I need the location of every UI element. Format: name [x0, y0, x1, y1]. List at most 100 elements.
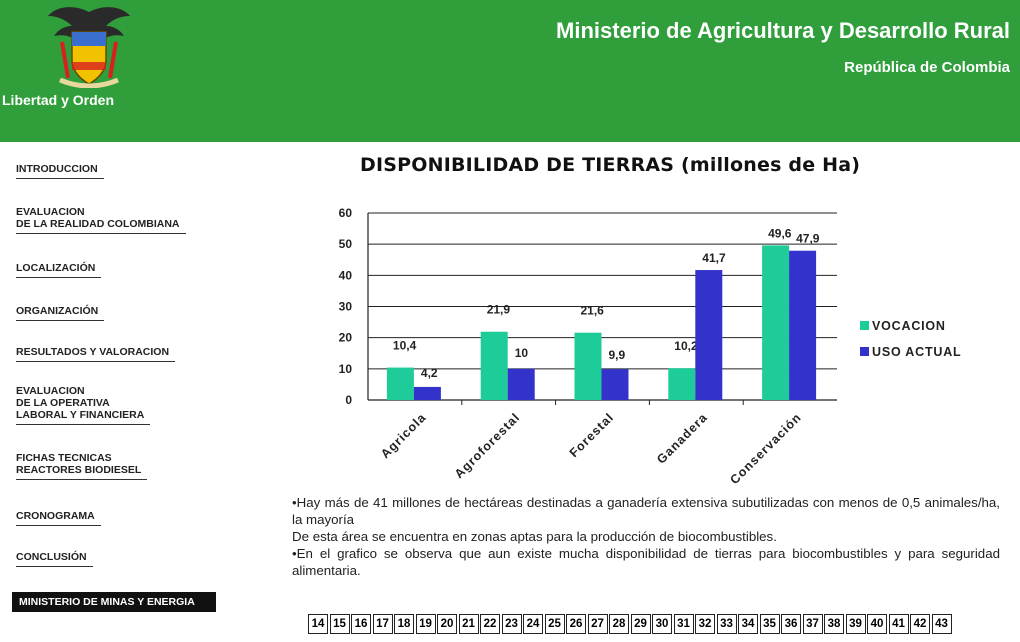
page-link[interactable]: 27	[587, 614, 608, 634]
data-label: 41,7	[702, 251, 726, 265]
nav-item-label: LOCALIZACIÓN	[16, 262, 96, 274]
page-link[interactable]: 21	[458, 614, 479, 634]
bullet-line: De esta área se encuentra en zonas aptas…	[292, 529, 777, 544]
page-link[interactable]: 26	[566, 614, 586, 634]
page-link[interactable]: 15	[329, 614, 350, 634]
page-link[interactable]: 29	[630, 614, 651, 634]
x-tick-label: Agroforestal	[452, 410, 523, 481]
page-link[interactable]: 17	[372, 614, 393, 634]
nav-item-label: EVALUACION	[16, 206, 85, 218]
motto-text: Libertad y Orden	[2, 92, 115, 108]
data-label: 10,2	[674, 339, 698, 353]
bullet-line: •En el grafico se observa que aun existe…	[292, 546, 1000, 578]
page-link[interactable]: 40	[867, 614, 887, 634]
nav-item-9[interactable]: CONCLUSIÓN	[16, 551, 93, 567]
page-link[interactable]: 37	[802, 614, 823, 634]
nav-item-label: CONCLUSIÓN	[16, 551, 87, 563]
header-banner: Libertad y Orden Ministerio de Agricultu…	[0, 0, 1020, 142]
nav-item-4[interactable]: ORGANIZACIÓN	[16, 305, 105, 321]
data-label: 47,9	[796, 232, 820, 246]
page-link[interactable]: 22	[480, 614, 500, 634]
y-tick-label: 0	[345, 393, 352, 407]
nav-item-2[interactable]: EVALUACION DE LA REALIDAD COLOMBIANA	[16, 206, 186, 234]
nav-item-5[interactable]: RESULTADOS Y VALORACION	[16, 346, 176, 362]
page-link[interactable]: 24	[523, 614, 543, 634]
nav-item-label: INTRODUCCION	[16, 163, 98, 175]
bullet-text-block: •Hay más de 41 millones de hectáreas des…	[292, 494, 1000, 579]
bar-vocacion	[762, 245, 790, 400]
legend-swatch	[860, 321, 869, 330]
nav-item-label: DE LA REALIDAD COLOMBIANA	[16, 218, 180, 230]
nav-item-label: EVALUACION	[16, 385, 85, 397]
page-link[interactable]: 31	[673, 614, 694, 634]
bar-uso-actual	[789, 250, 817, 400]
bar-vocacion	[574, 332, 602, 400]
page-link[interactable]: 20	[437, 614, 457, 634]
x-tick-label: Agricola	[378, 410, 429, 461]
nav-item-ministerio-minas[interactable]: MINISTERIO DE MINAS Y ENERGIA	[12, 592, 216, 612]
republic-subtitle: República de Colombia	[844, 59, 1010, 76]
nav-item-6[interactable]: EVALUACION DE LA OPERATIVA LABORAL Y FINAN…	[16, 385, 151, 425]
x-tick-label: Ganadera	[654, 410, 710, 466]
page-link[interactable]: 30	[652, 614, 672, 634]
nav-item-1[interactable]: INTRODUCCION	[16, 163, 104, 179]
data-label: 10	[515, 346, 529, 360]
x-tick-label: Conservación	[727, 410, 804, 487]
page-link[interactable]: 34	[738, 614, 758, 634]
data-label: 10,4	[393, 339, 417, 353]
nav-item-label: CRONOGRAMA	[16, 510, 95, 522]
chart-title: DISPONIBILIDAD DE TIERRAS (millones de H…	[360, 154, 861, 176]
bar-chart: 0 10 20 30 40 50 60 10,4 4,2 Agricola 21,9 10 Agrofo…	[339, 206, 961, 487]
nav-item-3[interactable]: LOCALIZACIÓN	[16, 262, 102, 278]
y-tick-label: 40	[339, 268, 353, 282]
page-link[interactable]: 39	[845, 614, 866, 634]
bar-uso-actual	[601, 369, 629, 400]
bar-uso-actual	[507, 368, 535, 400]
page-link[interactable]: 23	[501, 614, 522, 634]
page-link[interactable]: 25	[544, 614, 565, 634]
page-link[interactable]: 35	[759, 614, 780, 634]
y-tick-label: 30	[339, 300, 353, 314]
legend-label: VOCACION	[872, 319, 946, 333]
bar-vocacion	[386, 367, 414, 400]
bar-vocacion	[668, 368, 696, 400]
y-tick-label: 50	[339, 237, 353, 251]
page-link[interactable]: 33	[716, 614, 737, 634]
page-link[interactable]: 36	[781, 614, 801, 634]
data-label: 49,6	[768, 226, 792, 240]
data-label: 9,9	[609, 348, 626, 362]
page-link[interactable]: 18	[394, 614, 414, 634]
bar-uso-actual	[695, 270, 723, 400]
page-link[interactable]: 16	[351, 614, 371, 634]
page-link[interactable]: 14	[308, 614, 328, 634]
page-link[interactable]: 38	[824, 614, 844, 634]
page-link[interactable]: 28	[609, 614, 629, 634]
data-label: 21,6	[581, 304, 605, 318]
x-tick-label: Forestal	[567, 410, 617, 460]
page-link[interactable]: 19	[415, 614, 436, 634]
nav-item-label: RESULTADOS Y VALORACION	[16, 346, 170, 358]
nav-item-label: LABORAL Y FINANCIERA	[16, 409, 145, 421]
nav-item-label: FICHAS TECNICAS	[16, 452, 112, 464]
nav-item-label: DE LA OPERATIVA	[16, 397, 110, 409]
bar-uso-actual	[413, 386, 441, 400]
data-label: 21,9	[487, 303, 511, 317]
nav-item-label: REACTORES BIODIESEL	[16, 464, 142, 476]
legend-label: USO ACTUAL	[872, 345, 961, 359]
y-tick-label: 20	[339, 331, 353, 345]
bullet-line: •Hay más de 41 millones de hectáreas des…	[292, 495, 1000, 527]
nav-item-8[interactable]: CRONOGRAMA	[16, 510, 101, 526]
ministry-title: Ministerio de Agricultura y Desarrollo R…	[556, 18, 1010, 43]
nav-item-7[interactable]: FICHAS TECNICAS REACTORES BIODIESEL	[16, 452, 148, 480]
data-label: 4,2	[421, 366, 438, 380]
page-link[interactable]: 42	[910, 614, 930, 634]
page-link[interactable]: 32	[695, 614, 715, 634]
y-tick-label: 60	[339, 206, 353, 220]
page-navigation: 14 15 16 17 18 19 20 21 22 23 24 25 26 27 28 29 30 31 32 33…	[308, 614, 953, 634]
legend-swatch	[860, 347, 869, 356]
page-link[interactable]: 41	[888, 614, 909, 634]
bar-vocacion	[480, 331, 508, 400]
nav-item-label: ORGANIZACIÓN	[16, 305, 99, 317]
coat-of-arms-icon	[48, 7, 130, 88]
page-link[interactable]: 43	[931, 614, 952, 634]
